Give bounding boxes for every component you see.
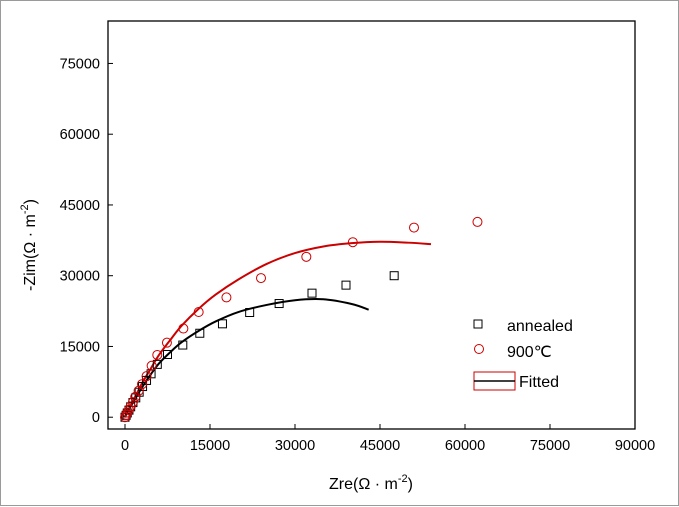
data-point-900c — [122, 407, 133, 418]
x-tick-label: 30000 — [275, 438, 315, 454]
data-point-900c — [409, 222, 419, 233]
y-tick-label: 60000 — [60, 127, 100, 143]
legend-marker-900c — [474, 344, 484, 354]
x-axis-label-exponent: -2 — [398, 473, 408, 485]
data-point-annealed — [389, 271, 399, 281]
data-point-900c — [256, 273, 266, 284]
data-point-annealed — [274, 299, 284, 309]
legend-label-900c: 900℃ — [507, 344, 552, 361]
data-point-annealed — [217, 319, 227, 329]
data-point-annealed — [178, 340, 188, 350]
legend-label-fitted: Fitted — [519, 374, 559, 391]
x-axis-label-base: Zre( — [329, 476, 359, 493]
x-tick-label: 45000 — [360, 438, 400, 454]
x-tick-label: 75000 — [530, 438, 570, 454]
data-point-900c — [193, 307, 204, 318]
plot-area — [107, 20, 636, 430]
y-tick-label: 0 — [92, 410, 100, 426]
data-point-900c — [347, 237, 358, 248]
data-point-900c — [137, 379, 147, 390]
y-axis-label: -Zim(Ω · m-2) — [19, 199, 39, 291]
x-axis-label: Zre(Ω · m-2) — [329, 473, 413, 493]
y-tick-label: 45000 — [60, 198, 100, 214]
x-tick-label: 15000 — [190, 438, 230, 454]
legend-label-annealed: annealed — [507, 318, 573, 335]
x-axis-label-close: ) — [408, 476, 413, 493]
data-point-900c — [178, 323, 189, 334]
y-tick-label: 30000 — [60, 269, 100, 285]
data-point-annealed — [195, 328, 205, 338]
legend: annealed 900℃ Fitted — [473, 318, 573, 391]
data-point-900c — [152, 349, 163, 360]
data-point-annealed — [245, 307, 255, 317]
data-point-900c — [120, 412, 130, 423]
data-point-annealed — [152, 359, 162, 369]
data-point-annealed — [307, 288, 317, 298]
x-tick-label: 0 — [121, 438, 129, 454]
data-point-900c — [141, 371, 152, 382]
data-point-annealed — [163, 349, 172, 359]
data-point-900c — [161, 337, 172, 348]
data-point-900c — [127, 397, 138, 408]
data-point-900c — [121, 409, 132, 420]
data-point-900c — [472, 216, 483, 227]
data-point-900c — [133, 385, 144, 396]
x-axis-label-unit: Ω · m — [358, 476, 398, 493]
y-axis-label-base: -Zim( — [22, 253, 39, 291]
x-tick-label: 90000 — [615, 438, 655, 454]
data-point-900c — [221, 292, 232, 303]
y-tick-label: 15000 — [60, 339, 100, 355]
y-axis-label-exponent: -2 — [19, 204, 31, 214]
data-point-900c — [146, 360, 157, 371]
legend-marker-annealed — [473, 319, 483, 329]
data-point-900c — [130, 391, 141, 402]
x-tick-label: 60000 — [445, 438, 485, 454]
y-axis-label-close: ) — [22, 199, 39, 204]
data-point-annealed — [341, 280, 351, 290]
data-point-900c — [301, 251, 312, 262]
y-tick-label: 75000 — [60, 56, 100, 72]
y-axis-label-unit: Ω · m — [22, 214, 39, 254]
